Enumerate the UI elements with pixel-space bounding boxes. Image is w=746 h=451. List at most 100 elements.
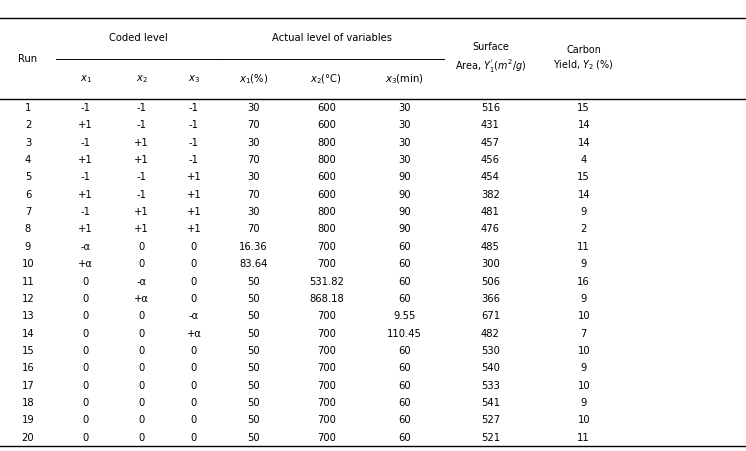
Text: 30: 30 <box>398 155 411 165</box>
Text: 50: 50 <box>248 294 260 304</box>
Text: 20: 20 <box>22 433 34 443</box>
Text: 0: 0 <box>139 329 145 339</box>
Text: 90: 90 <box>398 225 411 235</box>
Text: 600: 600 <box>317 172 336 182</box>
Text: +1: +1 <box>186 172 201 182</box>
Text: 2: 2 <box>25 120 31 130</box>
Text: 50: 50 <box>248 381 260 391</box>
Text: 800: 800 <box>317 138 336 147</box>
Text: 0: 0 <box>83 311 89 321</box>
Text: 0: 0 <box>139 398 145 408</box>
Text: 2: 2 <box>580 225 587 235</box>
Text: 7: 7 <box>580 329 587 339</box>
Text: 90: 90 <box>398 207 411 217</box>
Text: -α: -α <box>81 242 91 252</box>
Text: 30: 30 <box>248 207 260 217</box>
Text: 431: 431 <box>481 120 500 130</box>
Text: 0: 0 <box>191 415 197 425</box>
Text: 0: 0 <box>191 259 197 269</box>
Text: 30: 30 <box>248 138 260 147</box>
Text: 700: 700 <box>317 364 336 373</box>
Text: 9: 9 <box>580 364 587 373</box>
Text: 481: 481 <box>481 207 500 217</box>
Text: 15: 15 <box>22 346 34 356</box>
Text: 530: 530 <box>481 346 500 356</box>
Text: 0: 0 <box>139 381 145 391</box>
Text: 0: 0 <box>191 381 197 391</box>
Text: 70: 70 <box>248 120 260 130</box>
Text: 0: 0 <box>83 346 89 356</box>
Text: 0: 0 <box>139 433 145 443</box>
Text: 6: 6 <box>25 190 31 200</box>
Text: 13: 13 <box>22 311 34 321</box>
Text: +1: +1 <box>78 120 93 130</box>
Text: 60: 60 <box>398 276 411 286</box>
Text: 7: 7 <box>25 207 31 217</box>
Text: 0: 0 <box>191 398 197 408</box>
Text: 600: 600 <box>317 190 336 200</box>
Text: 11: 11 <box>577 433 590 443</box>
Text: 60: 60 <box>398 415 411 425</box>
Text: 16: 16 <box>577 276 590 286</box>
Text: 800: 800 <box>317 225 336 235</box>
Text: 60: 60 <box>398 259 411 269</box>
Text: 0: 0 <box>139 259 145 269</box>
Text: 671: 671 <box>481 311 500 321</box>
Text: Run: Run <box>19 54 37 64</box>
Text: 50: 50 <box>248 415 260 425</box>
Text: 600: 600 <box>317 103 336 113</box>
Text: -1: -1 <box>81 207 91 217</box>
Text: 11: 11 <box>577 242 590 252</box>
Text: 16: 16 <box>22 364 34 373</box>
Text: 0: 0 <box>139 311 145 321</box>
Text: 70: 70 <box>248 190 260 200</box>
Text: 12: 12 <box>22 294 34 304</box>
Text: 110.45: 110.45 <box>387 329 422 339</box>
Text: 90: 90 <box>398 190 411 200</box>
Text: 457: 457 <box>481 138 500 147</box>
Text: 60: 60 <box>398 364 411 373</box>
Text: 30: 30 <box>398 103 411 113</box>
Text: 868.18: 868.18 <box>309 294 344 304</box>
Text: 700: 700 <box>317 259 336 269</box>
Text: 700: 700 <box>317 381 336 391</box>
Text: 0: 0 <box>139 415 145 425</box>
Text: 50: 50 <box>248 364 260 373</box>
Text: 50: 50 <box>248 311 260 321</box>
Text: +1: +1 <box>78 225 93 235</box>
Text: -1: -1 <box>137 172 147 182</box>
Text: 700: 700 <box>317 415 336 425</box>
Text: +1: +1 <box>134 155 149 165</box>
Text: 540: 540 <box>481 364 500 373</box>
Text: -1: -1 <box>189 155 199 165</box>
Text: 0: 0 <box>191 276 197 286</box>
Text: 3: 3 <box>25 138 31 147</box>
Text: 600: 600 <box>317 120 336 130</box>
Text: 0: 0 <box>139 242 145 252</box>
Text: 0: 0 <box>191 294 197 304</box>
Text: $x_1$: $x_1$ <box>80 73 92 85</box>
Text: 516: 516 <box>481 103 500 113</box>
Text: 14: 14 <box>22 329 34 339</box>
Text: 1: 1 <box>25 103 31 113</box>
Text: $x_1$(%): $x_1$(%) <box>239 72 269 86</box>
Text: 0: 0 <box>83 364 89 373</box>
Text: 8: 8 <box>25 225 31 235</box>
Text: 16.36: 16.36 <box>239 242 268 252</box>
Text: 50: 50 <box>248 276 260 286</box>
Text: 506: 506 <box>481 276 500 286</box>
Text: 70: 70 <box>248 155 260 165</box>
Text: 0: 0 <box>191 364 197 373</box>
Text: 0: 0 <box>83 433 89 443</box>
Text: 15: 15 <box>577 172 590 182</box>
Text: 800: 800 <box>317 207 336 217</box>
Text: 300: 300 <box>481 259 500 269</box>
Text: 700: 700 <box>317 433 336 443</box>
Text: 0: 0 <box>139 364 145 373</box>
Text: -1: -1 <box>189 103 199 113</box>
Text: 10: 10 <box>577 415 590 425</box>
Text: 700: 700 <box>317 242 336 252</box>
Text: Coded level: Coded level <box>109 33 167 43</box>
Text: 0: 0 <box>83 415 89 425</box>
Text: 30: 30 <box>398 120 411 130</box>
